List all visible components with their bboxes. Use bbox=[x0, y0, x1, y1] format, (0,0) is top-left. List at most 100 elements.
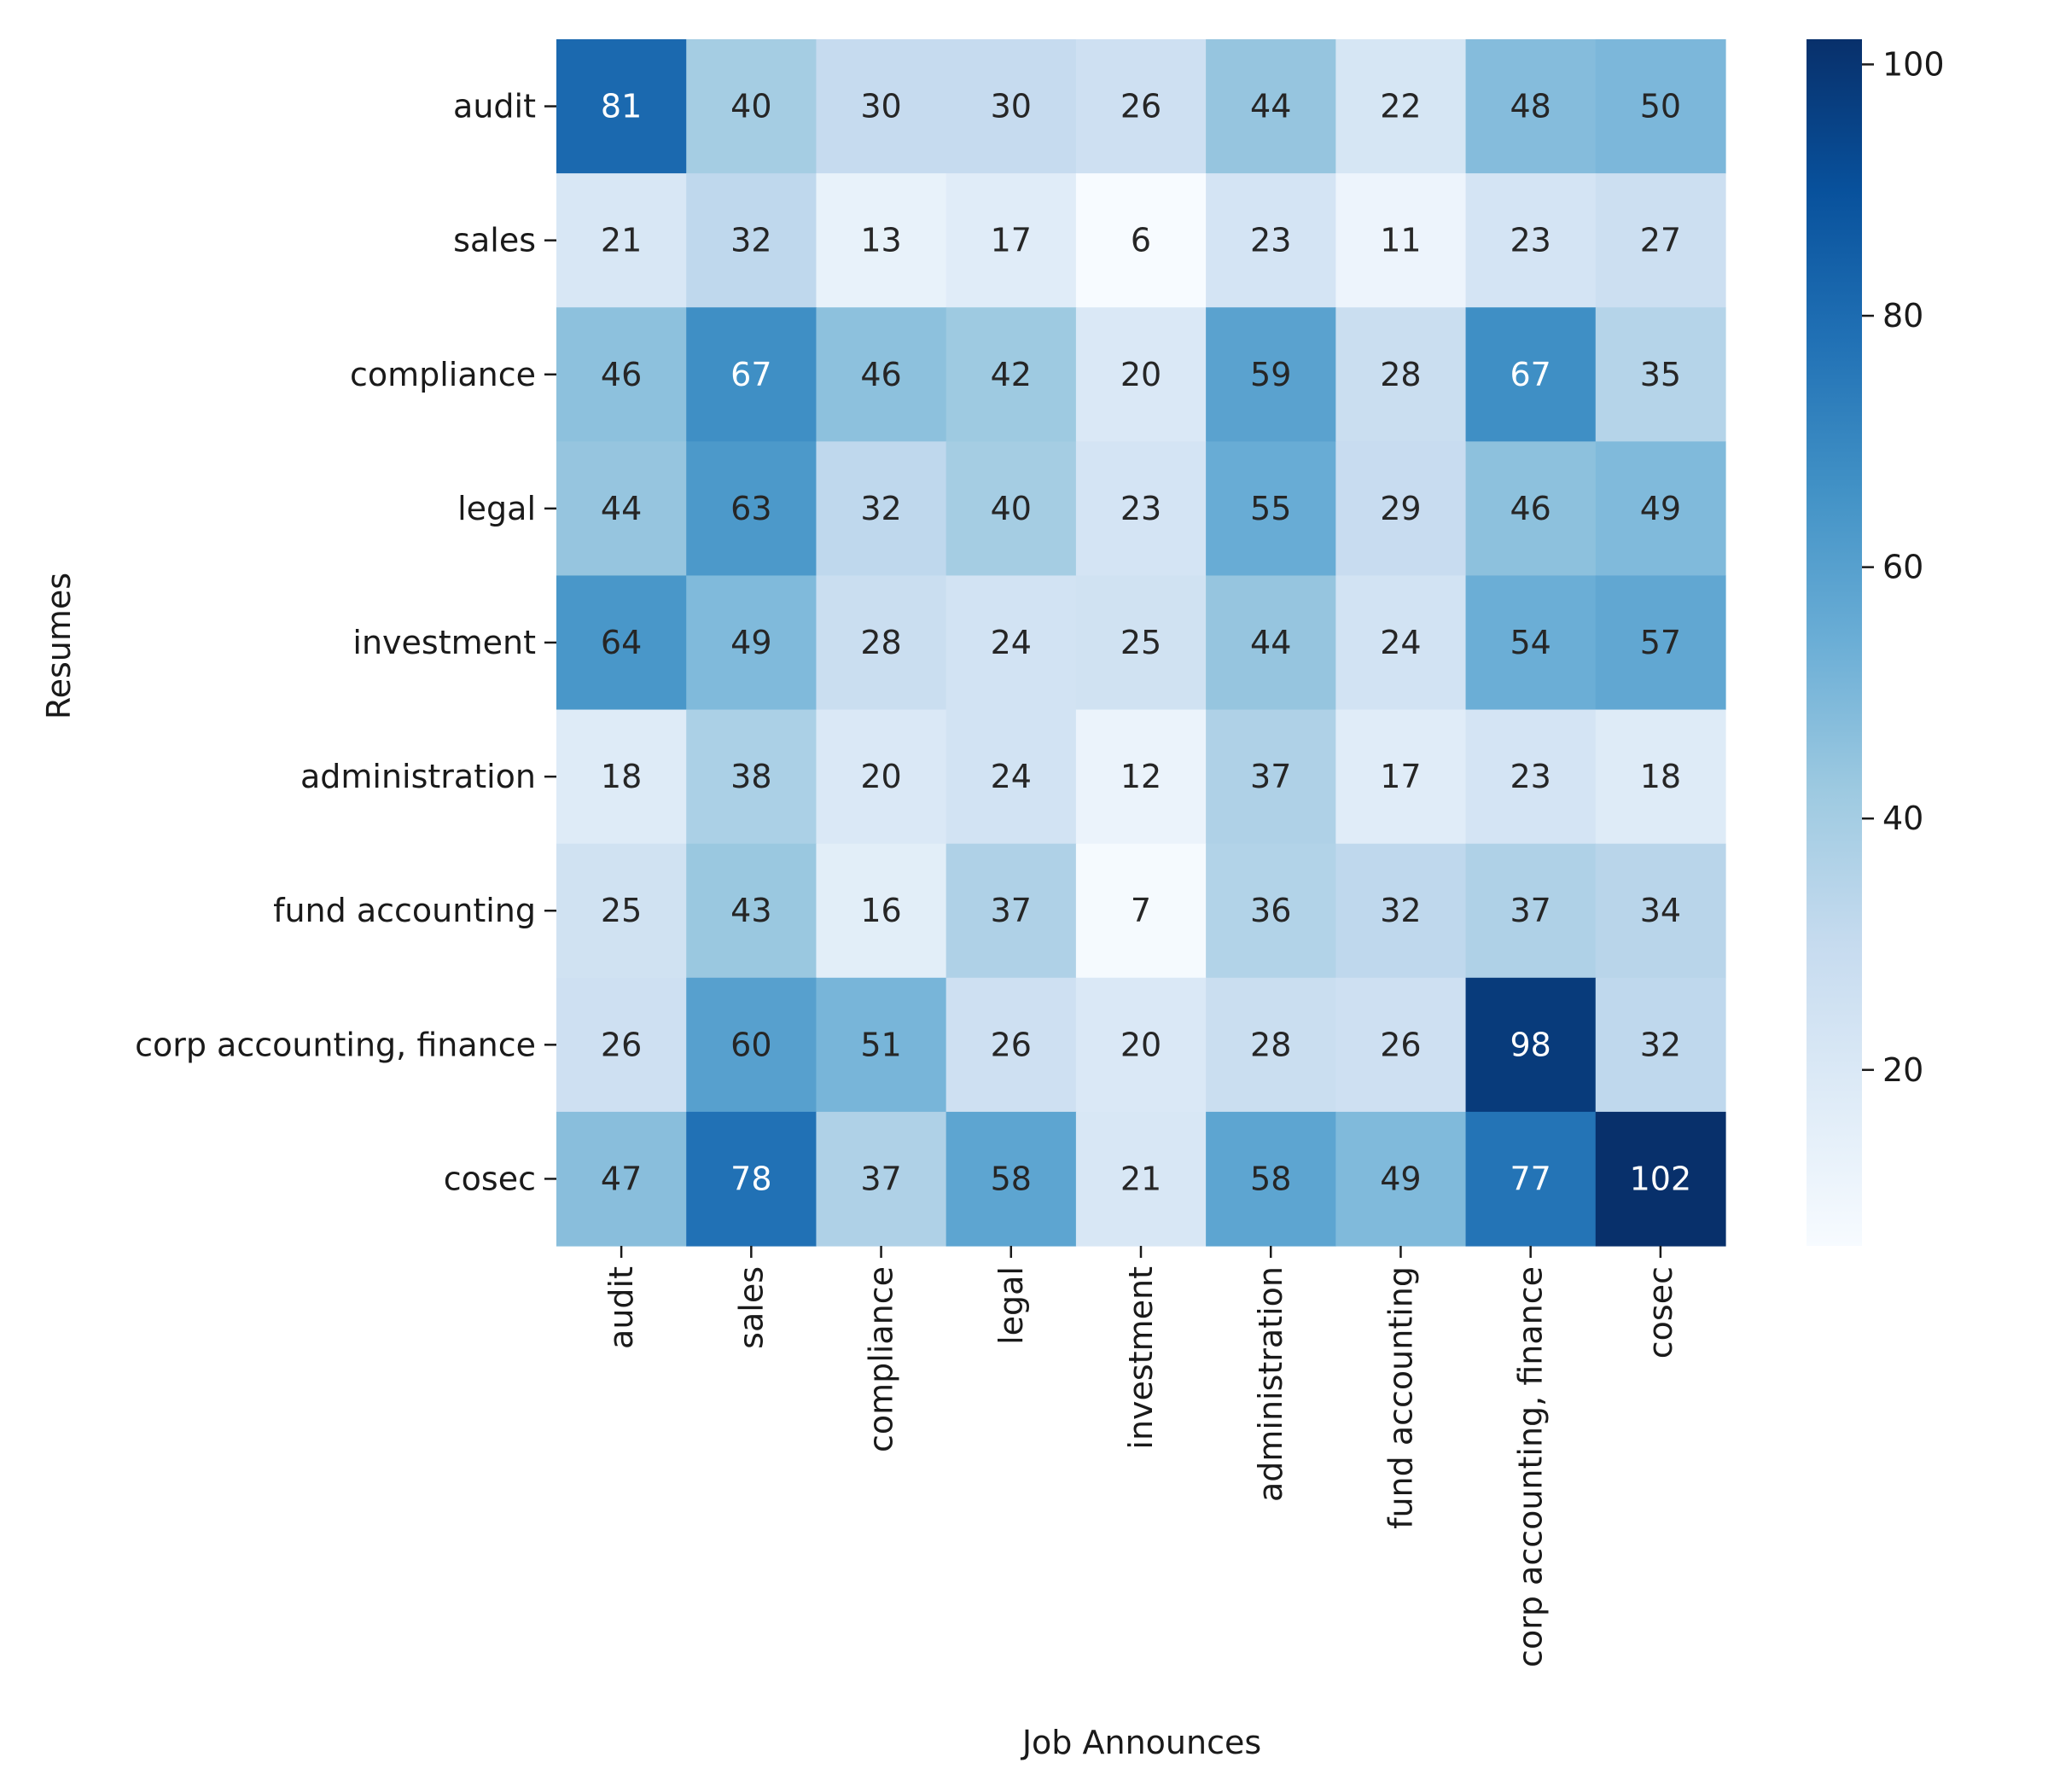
cell-value-label: 49 bbox=[1640, 490, 1681, 527]
x-axis-ticks: audit sales compliance legal investment admin… bbox=[602, 1246, 1679, 1667]
heatmap-cell bbox=[945, 1111, 1077, 1247]
y-tick-label: corp accounting, finance bbox=[135, 1026, 536, 1063]
heatmap-cell bbox=[816, 307, 947, 442]
heatmap-cell bbox=[816, 173, 947, 308]
cell-value-label: 23 bbox=[1120, 490, 1161, 527]
x-tick-label: audit bbox=[602, 1266, 640, 1349]
cell-value-label: 17 bbox=[1380, 758, 1421, 795]
cell-value-label: 23 bbox=[1510, 758, 1551, 795]
cell-value-label: 27 bbox=[1640, 222, 1681, 259]
cell-value-label: 20 bbox=[860, 758, 901, 795]
heatmap-cell bbox=[1075, 39, 1207, 174]
heatmap-cell bbox=[1075, 575, 1207, 711]
y-tick-label: cosec bbox=[444, 1160, 536, 1197]
cell-value-label: 30 bbox=[860, 88, 901, 125]
cell-value-label: 37 bbox=[991, 892, 1032, 929]
cell-value-label: 58 bbox=[1250, 1160, 1291, 1197]
cell-value-label: 60 bbox=[730, 1026, 771, 1063]
heatmap-cell bbox=[1595, 575, 1726, 711]
cell-value-label: 12 bbox=[1120, 758, 1161, 795]
heatmap-cell bbox=[945, 39, 1077, 174]
heatmap-cell bbox=[945, 173, 1077, 308]
heatmap-cell bbox=[1595, 843, 1726, 979]
cell-value-label: 64 bbox=[601, 624, 642, 661]
colorbar-tick-label: 80 bbox=[1882, 297, 1923, 335]
cell-value-label: 58 bbox=[991, 1160, 1032, 1197]
heatmap-cell bbox=[1595, 441, 1726, 577]
cell-value-label: 44 bbox=[1250, 88, 1291, 125]
cell-value-label: 35 bbox=[1640, 356, 1681, 393]
cell-value-label: 78 bbox=[730, 1160, 771, 1197]
heatmap-cell bbox=[1206, 977, 1336, 1113]
cell-value-label: 46 bbox=[860, 356, 901, 393]
heatmap-cell bbox=[1206, 441, 1336, 577]
heatmap-cell bbox=[686, 977, 817, 1113]
cell-value-label: 77 bbox=[1510, 1160, 1551, 1197]
heatmap-cell bbox=[1075, 709, 1207, 845]
cell-value-label: 67 bbox=[1510, 356, 1551, 393]
y-tick-label: fund accounting bbox=[273, 892, 536, 929]
colorbar-tick-label: 40 bbox=[1882, 800, 1923, 837]
cell-value-label: 43 bbox=[730, 892, 771, 929]
heatmap-cell bbox=[556, 441, 687, 577]
heatmap-cell bbox=[816, 977, 947, 1113]
colorbar-tick-label: 100 bbox=[1882, 45, 1945, 83]
heatmap-cell bbox=[1465, 977, 1597, 1113]
heatmap-cell bbox=[1465, 441, 1597, 577]
heatmap-cell bbox=[556, 575, 687, 711]
heatmap-cell bbox=[816, 39, 947, 174]
y-axis-label: Resumes bbox=[40, 573, 78, 719]
cell-value-label: 37 bbox=[1250, 758, 1291, 795]
cell-value-label: 57 bbox=[1640, 624, 1681, 661]
cell-value-label: 40 bbox=[730, 88, 771, 125]
x-tick-label: legal bbox=[992, 1266, 1030, 1345]
cell-value-label: 32 bbox=[1640, 1026, 1681, 1063]
cell-value-label: 18 bbox=[601, 758, 642, 795]
cell-value-label: 32 bbox=[1380, 892, 1421, 929]
y-tick-label: compliance bbox=[350, 356, 536, 393]
cell-value-label: 36 bbox=[1250, 892, 1291, 929]
cell-value-label: 11 bbox=[1380, 222, 1421, 259]
heatmap-cell bbox=[1335, 39, 1467, 174]
heatmap-cell bbox=[1206, 843, 1336, 979]
cell-value-label: 42 bbox=[991, 356, 1032, 393]
x-tick-label: corp accounting, finance bbox=[1512, 1266, 1550, 1667]
cell-value-label: 34 bbox=[1640, 892, 1681, 929]
heatmap-cell bbox=[816, 575, 947, 711]
cell-value-label: 24 bbox=[991, 624, 1032, 661]
heatmap-cell bbox=[1595, 977, 1726, 1113]
heatmap-cells bbox=[556, 39, 1726, 1247]
colorbar: 20 40 60 80 100 bbox=[1807, 39, 1945, 1246]
cell-value-label: 44 bbox=[601, 490, 642, 527]
cell-value-label: 55 bbox=[1250, 490, 1291, 527]
cell-value-label: 49 bbox=[1380, 1160, 1421, 1197]
heatmap-cell bbox=[556, 709, 687, 845]
cell-value-label: 47 bbox=[601, 1160, 642, 1197]
cell-value-label: 26 bbox=[1120, 88, 1161, 125]
heatmap-cell bbox=[1206, 1111, 1336, 1247]
cell-value-label: 25 bbox=[601, 892, 642, 929]
heatmap-cell bbox=[556, 173, 687, 308]
y-axis-ticks: audit sales compliance legal investment admin… bbox=[135, 88, 556, 1197]
heatmap-cell bbox=[1595, 709, 1726, 845]
cell-value-label: 32 bbox=[730, 222, 771, 259]
x-tick-label: administration bbox=[1252, 1266, 1289, 1502]
heatmap-cell bbox=[1206, 709, 1336, 845]
cell-value-label: 28 bbox=[1380, 356, 1421, 393]
heatmap-cell bbox=[1595, 1111, 1726, 1247]
heatmap-cell bbox=[1075, 1111, 1207, 1247]
cell-value-label: 20 bbox=[1120, 1026, 1161, 1063]
heatmap-cell bbox=[1075, 173, 1207, 308]
cell-value-label: 30 bbox=[991, 88, 1032, 125]
heatmap-cell bbox=[1335, 1111, 1467, 1247]
cell-value-label: 26 bbox=[991, 1026, 1032, 1063]
heatmap-cell bbox=[945, 307, 1077, 442]
heatmap-cell bbox=[1335, 441, 1467, 577]
heatmap-cell bbox=[1465, 843, 1597, 979]
heatmap-cell bbox=[816, 441, 947, 577]
cell-value-label: 44 bbox=[1250, 624, 1291, 661]
heatmap-cell bbox=[945, 709, 1077, 845]
cell-value-label: 26 bbox=[1380, 1026, 1421, 1063]
heatmap-cell bbox=[1595, 173, 1726, 308]
